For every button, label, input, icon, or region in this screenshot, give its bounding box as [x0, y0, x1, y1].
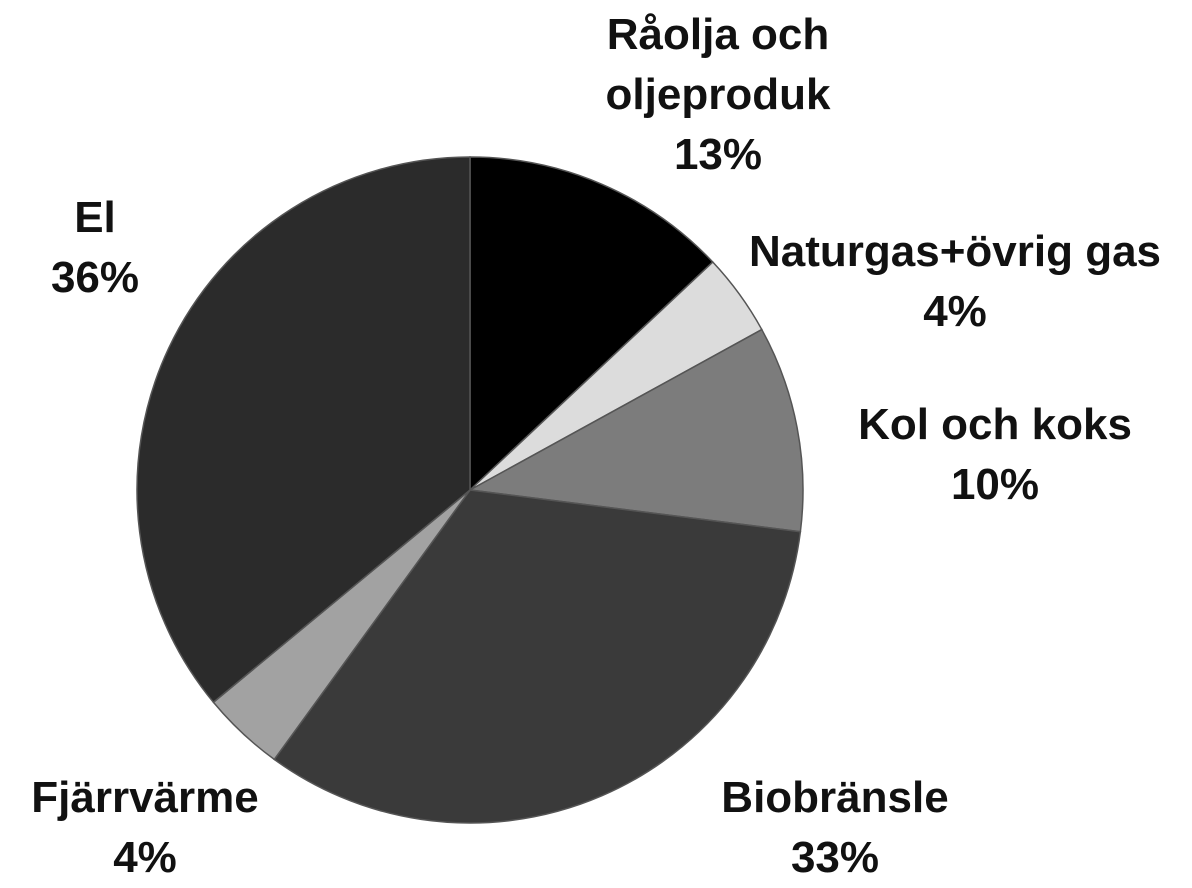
value-label: 10%	[950, 460, 1040, 509]
slice-label: Biobränsle 33%	[675, 768, 995, 888]
pie-slice	[467, 328, 804, 533]
pie-slice	[136, 156, 471, 704]
category-label: Råolja och oljeproduk	[605, 10, 831, 119]
category-label: Fjärrvärme	[31, 773, 259, 822]
slice-label: Råolja och oljeproduk 13%	[568, 5, 868, 185]
category-label: Naturgas+övrig gas	[748, 227, 1162, 276]
value-label: 4%	[113, 833, 177, 882]
slice-label: Naturgas+övrig gas 4%	[715, 222, 1192, 342]
category-label: Biobränsle	[721, 773, 949, 822]
slice-label: Fjärrvärme 4%	[0, 768, 305, 888]
pie-slice	[469, 156, 714, 492]
category-label: El	[74, 193, 116, 242]
pie-slice	[273, 489, 802, 824]
value-label: 36%	[50, 253, 140, 302]
value-label: 13%	[673, 130, 763, 179]
value-label: 33%	[790, 833, 880, 882]
slice-label: El 36%	[0, 188, 195, 308]
slice-label: Kol och koks 10%	[835, 395, 1155, 515]
value-label: 4%	[923, 287, 987, 336]
category-label: Kol och koks	[858, 400, 1132, 449]
